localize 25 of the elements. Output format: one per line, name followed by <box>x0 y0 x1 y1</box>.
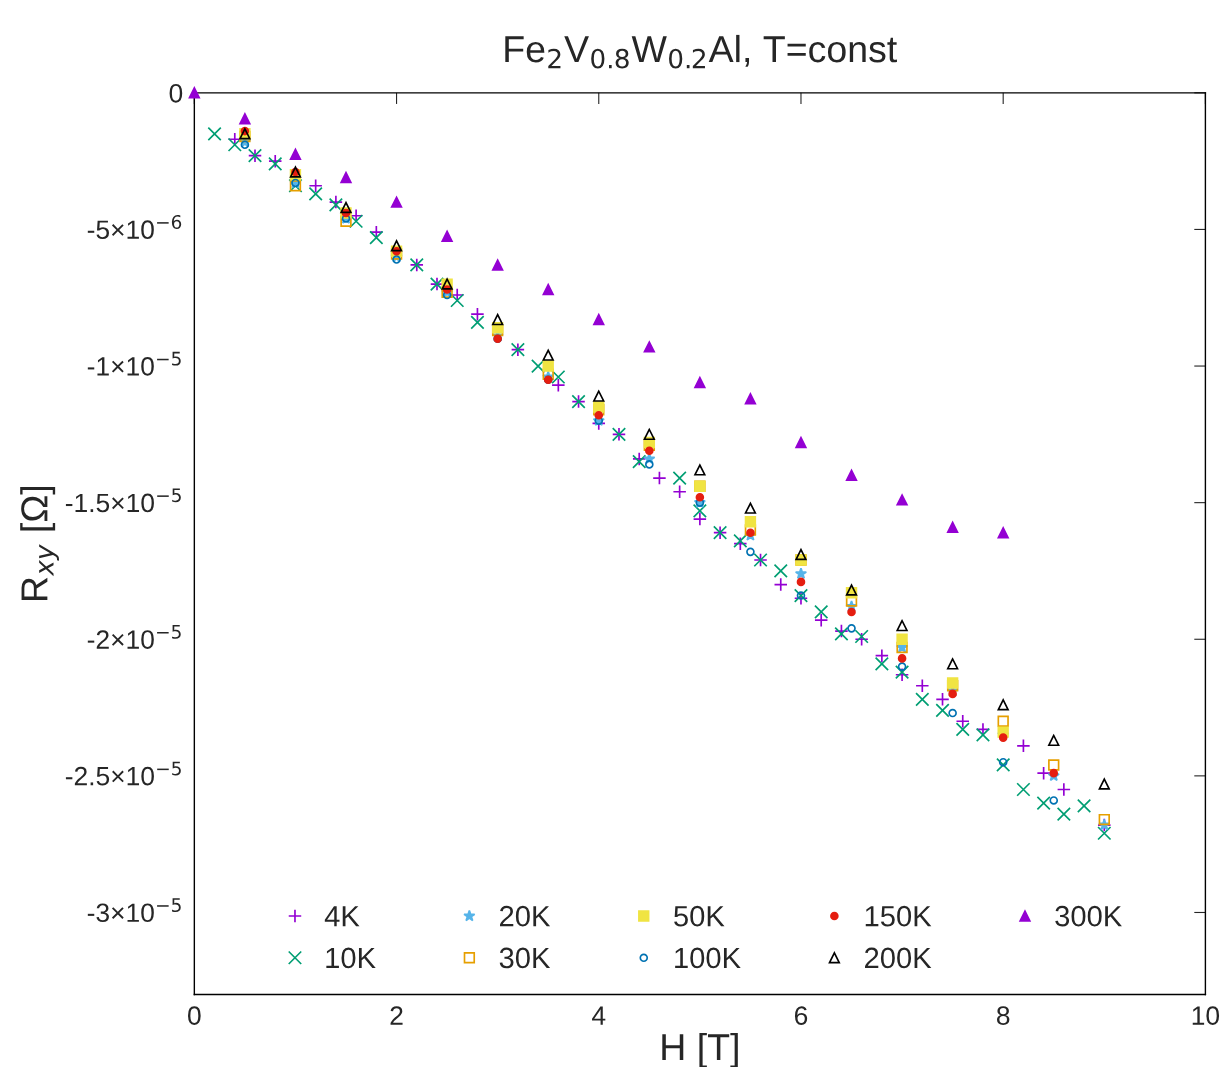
legend-label: 20K <box>500 905 551 927</box>
legend-label: 30K <box>499 947 551 969</box>
legend-label: 300K <box>1055 905 1122 927</box>
x-tick-label: 8 <box>997 1006 1010 1025</box>
legend-label: 100K <box>675 947 741 969</box>
legend-label: 150K <box>865 905 932 927</box>
y-tick-label: 0 <box>169 83 183 103</box>
x-tick-label: 2 <box>390 1006 403 1025</box>
y-tick-label: -1.5×10$^{−5}$ <box>65 488 181 513</box>
chart-title: Fe$_{2}$V$_{0.8}$W$_{0.2}$Al, T=const <box>505 34 897 69</box>
y-tick-label: -2×10$^{−5}$ <box>87 625 181 649</box>
x-tick-label: 10 <box>1192 1006 1220 1025</box>
x-tick-label: 4 <box>592 1006 606 1025</box>
y-tick-label: -1×10$^{−5}$ <box>87 351 181 376</box>
legend-label: 200K <box>865 947 932 969</box>
legend-label: 10K <box>326 947 376 969</box>
legend-label: 4K <box>324 906 360 927</box>
y-tick-label: -3×10$^{−5}$ <box>87 898 181 923</box>
y-axis-title: R$_{xy}$ [Ω] <box>20 486 59 600</box>
legend-label: 50K <box>674 905 725 927</box>
y-tick-label: -2.5×10$^{−5}$ <box>65 761 181 786</box>
y-tick-label: -5×10$^{−6}$ <box>87 214 182 240</box>
x-axis-title: H [T] <box>662 1032 738 1067</box>
x-tick-label: 0 <box>188 1006 201 1025</box>
x-tick-label: 6 <box>794 1006 808 1025</box>
